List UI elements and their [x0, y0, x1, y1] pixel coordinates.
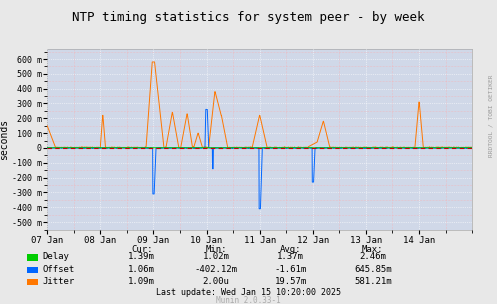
Y-axis label: seconds: seconds: [0, 119, 9, 160]
Text: NTP timing statistics for system peer - by week: NTP timing statistics for system peer - …: [72, 11, 425, 24]
Text: 19.57m: 19.57m: [275, 277, 307, 286]
Text: 2.46m: 2.46m: [359, 252, 386, 261]
Text: 581.21m: 581.21m: [354, 277, 392, 286]
Text: 2.00u: 2.00u: [203, 277, 230, 286]
Text: 1.39m: 1.39m: [128, 252, 155, 261]
Text: Cur:: Cur:: [131, 245, 153, 254]
Text: RRDTOOL / TOBI OETIKER: RRDTOOL / TOBI OETIKER: [489, 74, 494, 157]
Text: Max:: Max:: [362, 245, 384, 254]
Text: Munin 2.0.33-1: Munin 2.0.33-1: [216, 296, 281, 304]
Text: -402.12m: -402.12m: [195, 264, 238, 274]
Text: 645.85m: 645.85m: [354, 264, 392, 274]
Text: 1.02m: 1.02m: [203, 252, 230, 261]
Text: 1.37m: 1.37m: [277, 252, 304, 261]
Text: -1.61m: -1.61m: [275, 264, 307, 274]
Text: Last update: Wed Jan 15 10:20:00 2025: Last update: Wed Jan 15 10:20:00 2025: [156, 288, 341, 297]
Text: Avg:: Avg:: [280, 245, 302, 254]
Text: Min:: Min:: [205, 245, 227, 254]
Text: 1.09m: 1.09m: [128, 277, 155, 286]
Text: Jitter: Jitter: [42, 277, 75, 286]
Text: Offset: Offset: [42, 264, 75, 274]
Text: 1.06m: 1.06m: [128, 264, 155, 274]
Text: Delay: Delay: [42, 252, 69, 261]
